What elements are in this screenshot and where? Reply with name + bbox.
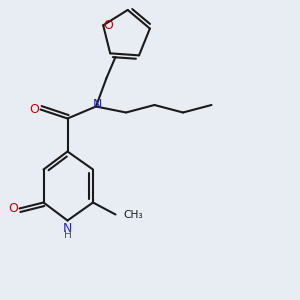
Text: O: O [29,103,39,116]
Text: N: N [63,221,72,235]
Text: H: H [64,230,71,240]
Text: O: O [8,202,18,215]
Text: CH₃: CH₃ [123,209,142,220]
Text: O: O [104,19,113,32]
Text: N: N [93,98,102,111]
